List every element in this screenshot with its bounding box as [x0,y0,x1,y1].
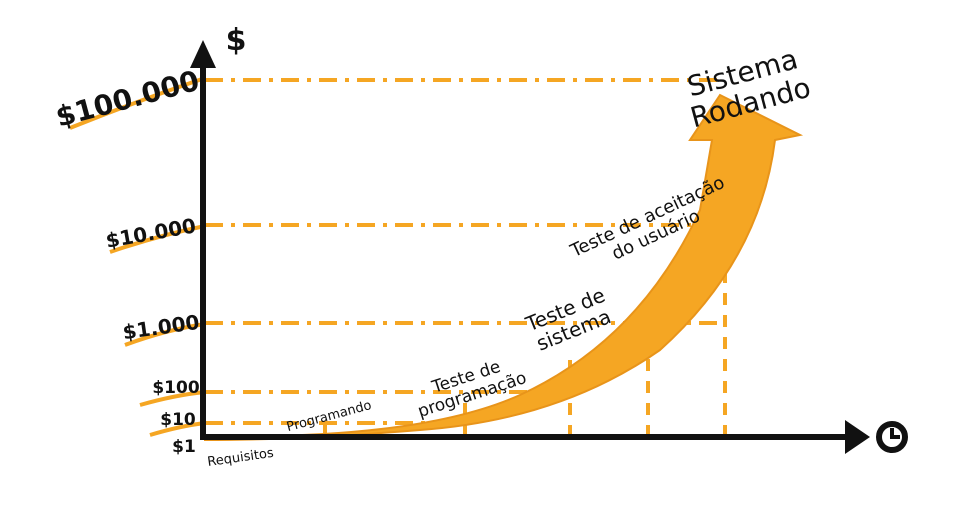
stroke [124,322,206,347]
x-arrow [845,420,870,454]
y-label: $10 [160,410,196,430]
stroke [109,224,206,254]
stroke [139,390,206,407]
y-label: $1 [172,437,196,457]
y-label: $100 [152,378,199,398]
stage-label: Programando [285,398,373,435]
clock-icon [876,421,908,453]
growth-arrow [204,93,804,442]
stroke [69,76,206,130]
y-label: $100.000 [52,64,203,134]
y-arrow [190,40,216,68]
y-symbol: $ [226,23,247,58]
label-strokes [69,76,206,437]
y-label: $10.000 [104,213,198,252]
y-label: $1.000 [121,310,201,345]
stage-label: Requisitos [206,446,274,470]
